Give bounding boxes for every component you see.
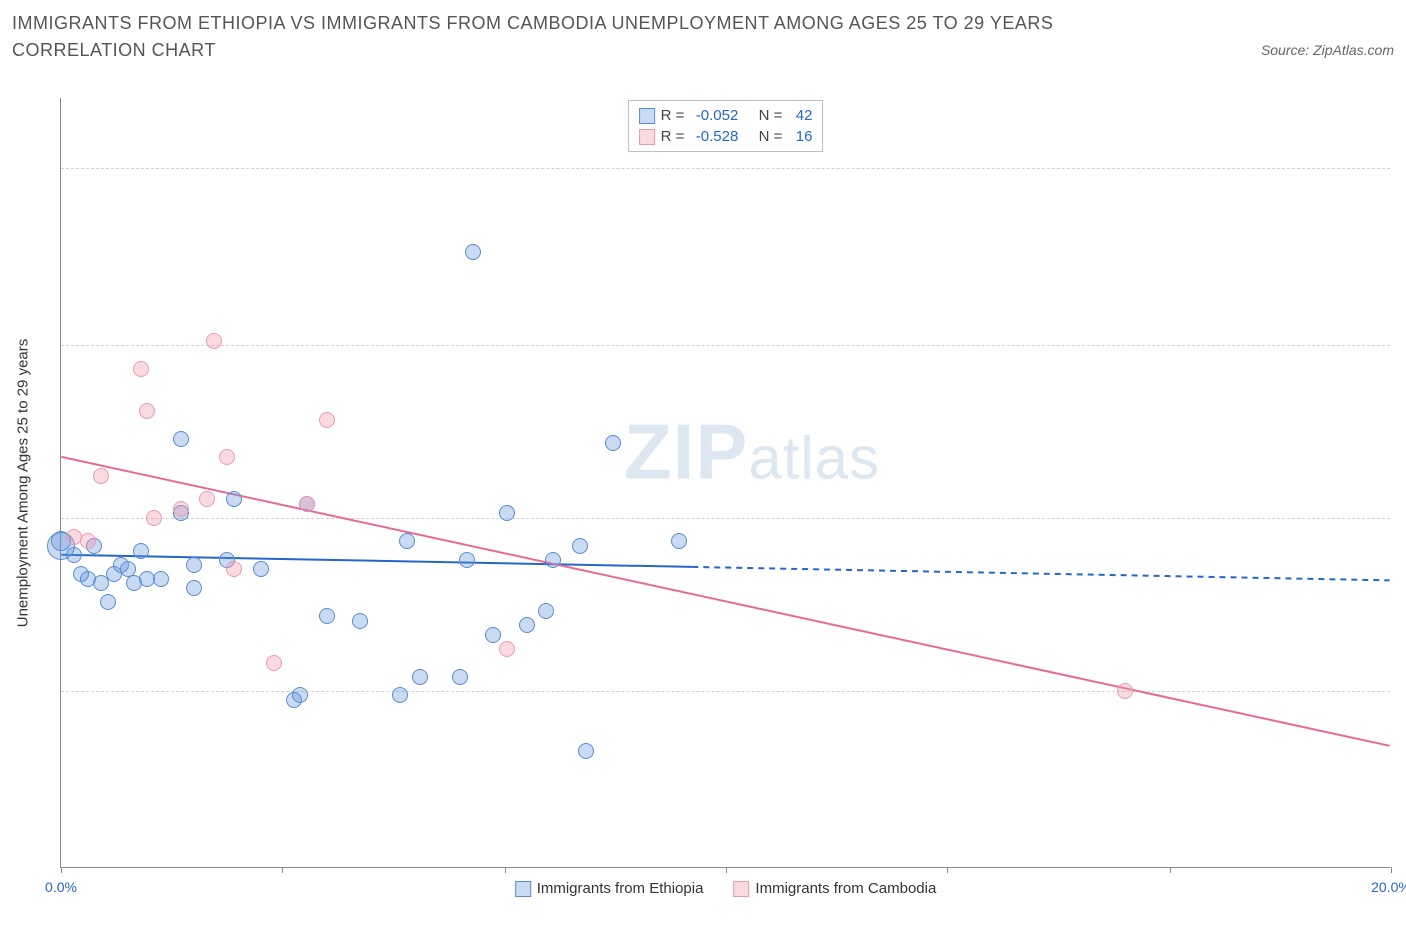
data-point (133, 543, 149, 559)
x-tick (1170, 867, 1171, 873)
legend-label: Immigrants from Ethiopia (537, 880, 704, 897)
data-point (173, 501, 189, 517)
x-tick (61, 867, 62, 873)
gridline (61, 518, 1390, 519)
data-point (519, 617, 535, 633)
data-point (186, 580, 202, 596)
data-point (572, 538, 588, 554)
data-point (253, 561, 269, 577)
legend-item: Immigrants from Ethiopia (515, 880, 704, 897)
r-value: -0.528 (690, 126, 738, 147)
n-value: 16 (788, 126, 812, 147)
x-tick (947, 867, 948, 873)
stats-legend-box: R =-0.052 N =42R =-0.528 N =16 (628, 100, 824, 152)
data-point (452, 669, 468, 685)
data-point (299, 496, 315, 512)
series-legend: Immigrants from Ethiopia Immigrants from … (515, 880, 937, 897)
r-label: R = (661, 126, 685, 147)
data-point (93, 468, 109, 484)
x-tick-label: 0.0% (45, 879, 77, 895)
r-value: -0.052 (690, 105, 738, 126)
legend-item: Immigrants from Cambodia (733, 880, 936, 897)
scatter-chart: Unemployment Among Ages 25 to 29 years 3… (60, 98, 1390, 868)
trend-lines (61, 98, 1390, 867)
data-point (399, 533, 415, 549)
data-point (485, 627, 501, 643)
x-tick (505, 867, 506, 873)
data-point (186, 557, 202, 573)
stats-row: R =-0.052 N =42 (639, 105, 813, 126)
data-point (538, 603, 554, 619)
data-point (173, 431, 189, 447)
n-value: 42 (788, 105, 812, 126)
r-label: R = (661, 105, 685, 126)
x-tick (1391, 867, 1392, 873)
swatch-icon (733, 881, 749, 897)
gridline (61, 691, 1390, 692)
data-point (465, 244, 481, 260)
x-tick (726, 867, 727, 873)
data-point (206, 333, 222, 349)
y-tick-label: 11.2% (1396, 337, 1406, 353)
y-tick-label: 3.8% (1396, 683, 1406, 699)
source-attribution: Source: ZipAtlas.com (1261, 42, 1394, 58)
gridline (61, 168, 1390, 169)
chart-title: IMMIGRANTS FROM ETHIOPIA VS IMMIGRANTS F… (12, 10, 1122, 64)
data-point (392, 687, 408, 703)
data-point (219, 449, 235, 465)
watermark: ZIPatlas (624, 406, 880, 497)
data-point (1117, 683, 1133, 699)
data-point (499, 505, 515, 521)
data-point (139, 403, 155, 419)
gridline (61, 345, 1390, 346)
y-tick-label: 7.5% (1396, 510, 1406, 526)
legend-label: Immigrants from Cambodia (755, 880, 936, 897)
data-point (153, 571, 169, 587)
x-tick (282, 867, 283, 873)
data-point (605, 435, 621, 451)
data-point (319, 608, 335, 624)
data-point (671, 533, 687, 549)
data-point (146, 510, 162, 526)
data-point (199, 491, 215, 507)
data-point (292, 687, 308, 703)
stats-row: R =-0.528 N =16 (639, 126, 813, 147)
data-point (133, 361, 149, 377)
data-point (412, 669, 428, 685)
x-tick-label: 20.0% (1371, 879, 1406, 895)
data-point (545, 552, 561, 568)
data-point (319, 412, 335, 428)
swatch-icon (639, 129, 655, 145)
n-label: N = (759, 126, 783, 147)
data-point (100, 594, 116, 610)
n-label: N = (759, 105, 783, 126)
data-point (226, 561, 242, 577)
y-tick-label: 15.0% (1396, 160, 1406, 176)
data-point (578, 743, 594, 759)
data-point (80, 533, 96, 549)
data-point (459, 552, 475, 568)
data-point (266, 655, 282, 671)
swatch-icon (639, 108, 655, 124)
data-point (352, 613, 368, 629)
swatch-icon (515, 881, 531, 897)
data-point (499, 641, 515, 657)
data-point (66, 547, 82, 563)
y-axis-title: Unemployment Among Ages 25 to 29 years (15, 338, 32, 627)
data-point (226, 491, 242, 507)
